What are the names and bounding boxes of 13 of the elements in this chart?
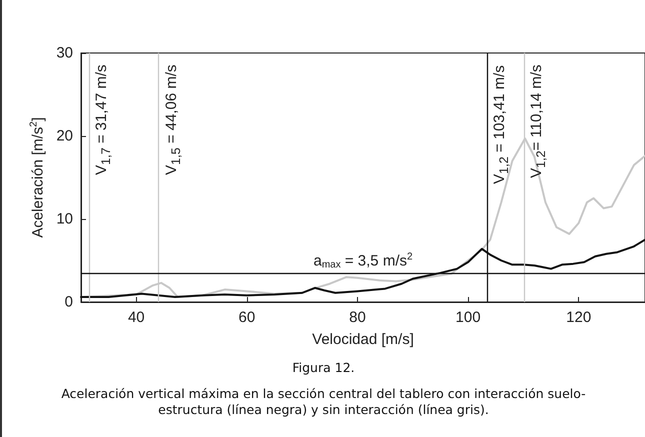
text: Aceleración vertical máxima en la sección central del tablero con interacción suelo-estructura (línea negra) y sin interacción (línea gris). bbox=[60, 386, 587, 418]
y-tick-label: 20 bbox=[56, 128, 73, 144]
text: Figura 12. bbox=[291, 360, 356, 376]
y-tick-label: 10 bbox=[56, 210, 73, 228]
x-tick-label: 60 bbox=[238, 309, 256, 326]
y-tick-label: 0 bbox=[64, 294, 73, 310]
x-tick-label: 40 bbox=[128, 309, 145, 326]
x-tick-label: 80 bbox=[349, 309, 366, 326]
y-tick-label: 30 bbox=[56, 44, 73, 62]
x-tick-label: 120 bbox=[566, 309, 592, 326]
x-tick-label: 100 bbox=[456, 309, 481, 326]
x-axis-title: Velocidad [m/s] bbox=[312, 331, 414, 348]
y-axis-title: Aceleración [m/s2] bbox=[28, 117, 46, 238]
